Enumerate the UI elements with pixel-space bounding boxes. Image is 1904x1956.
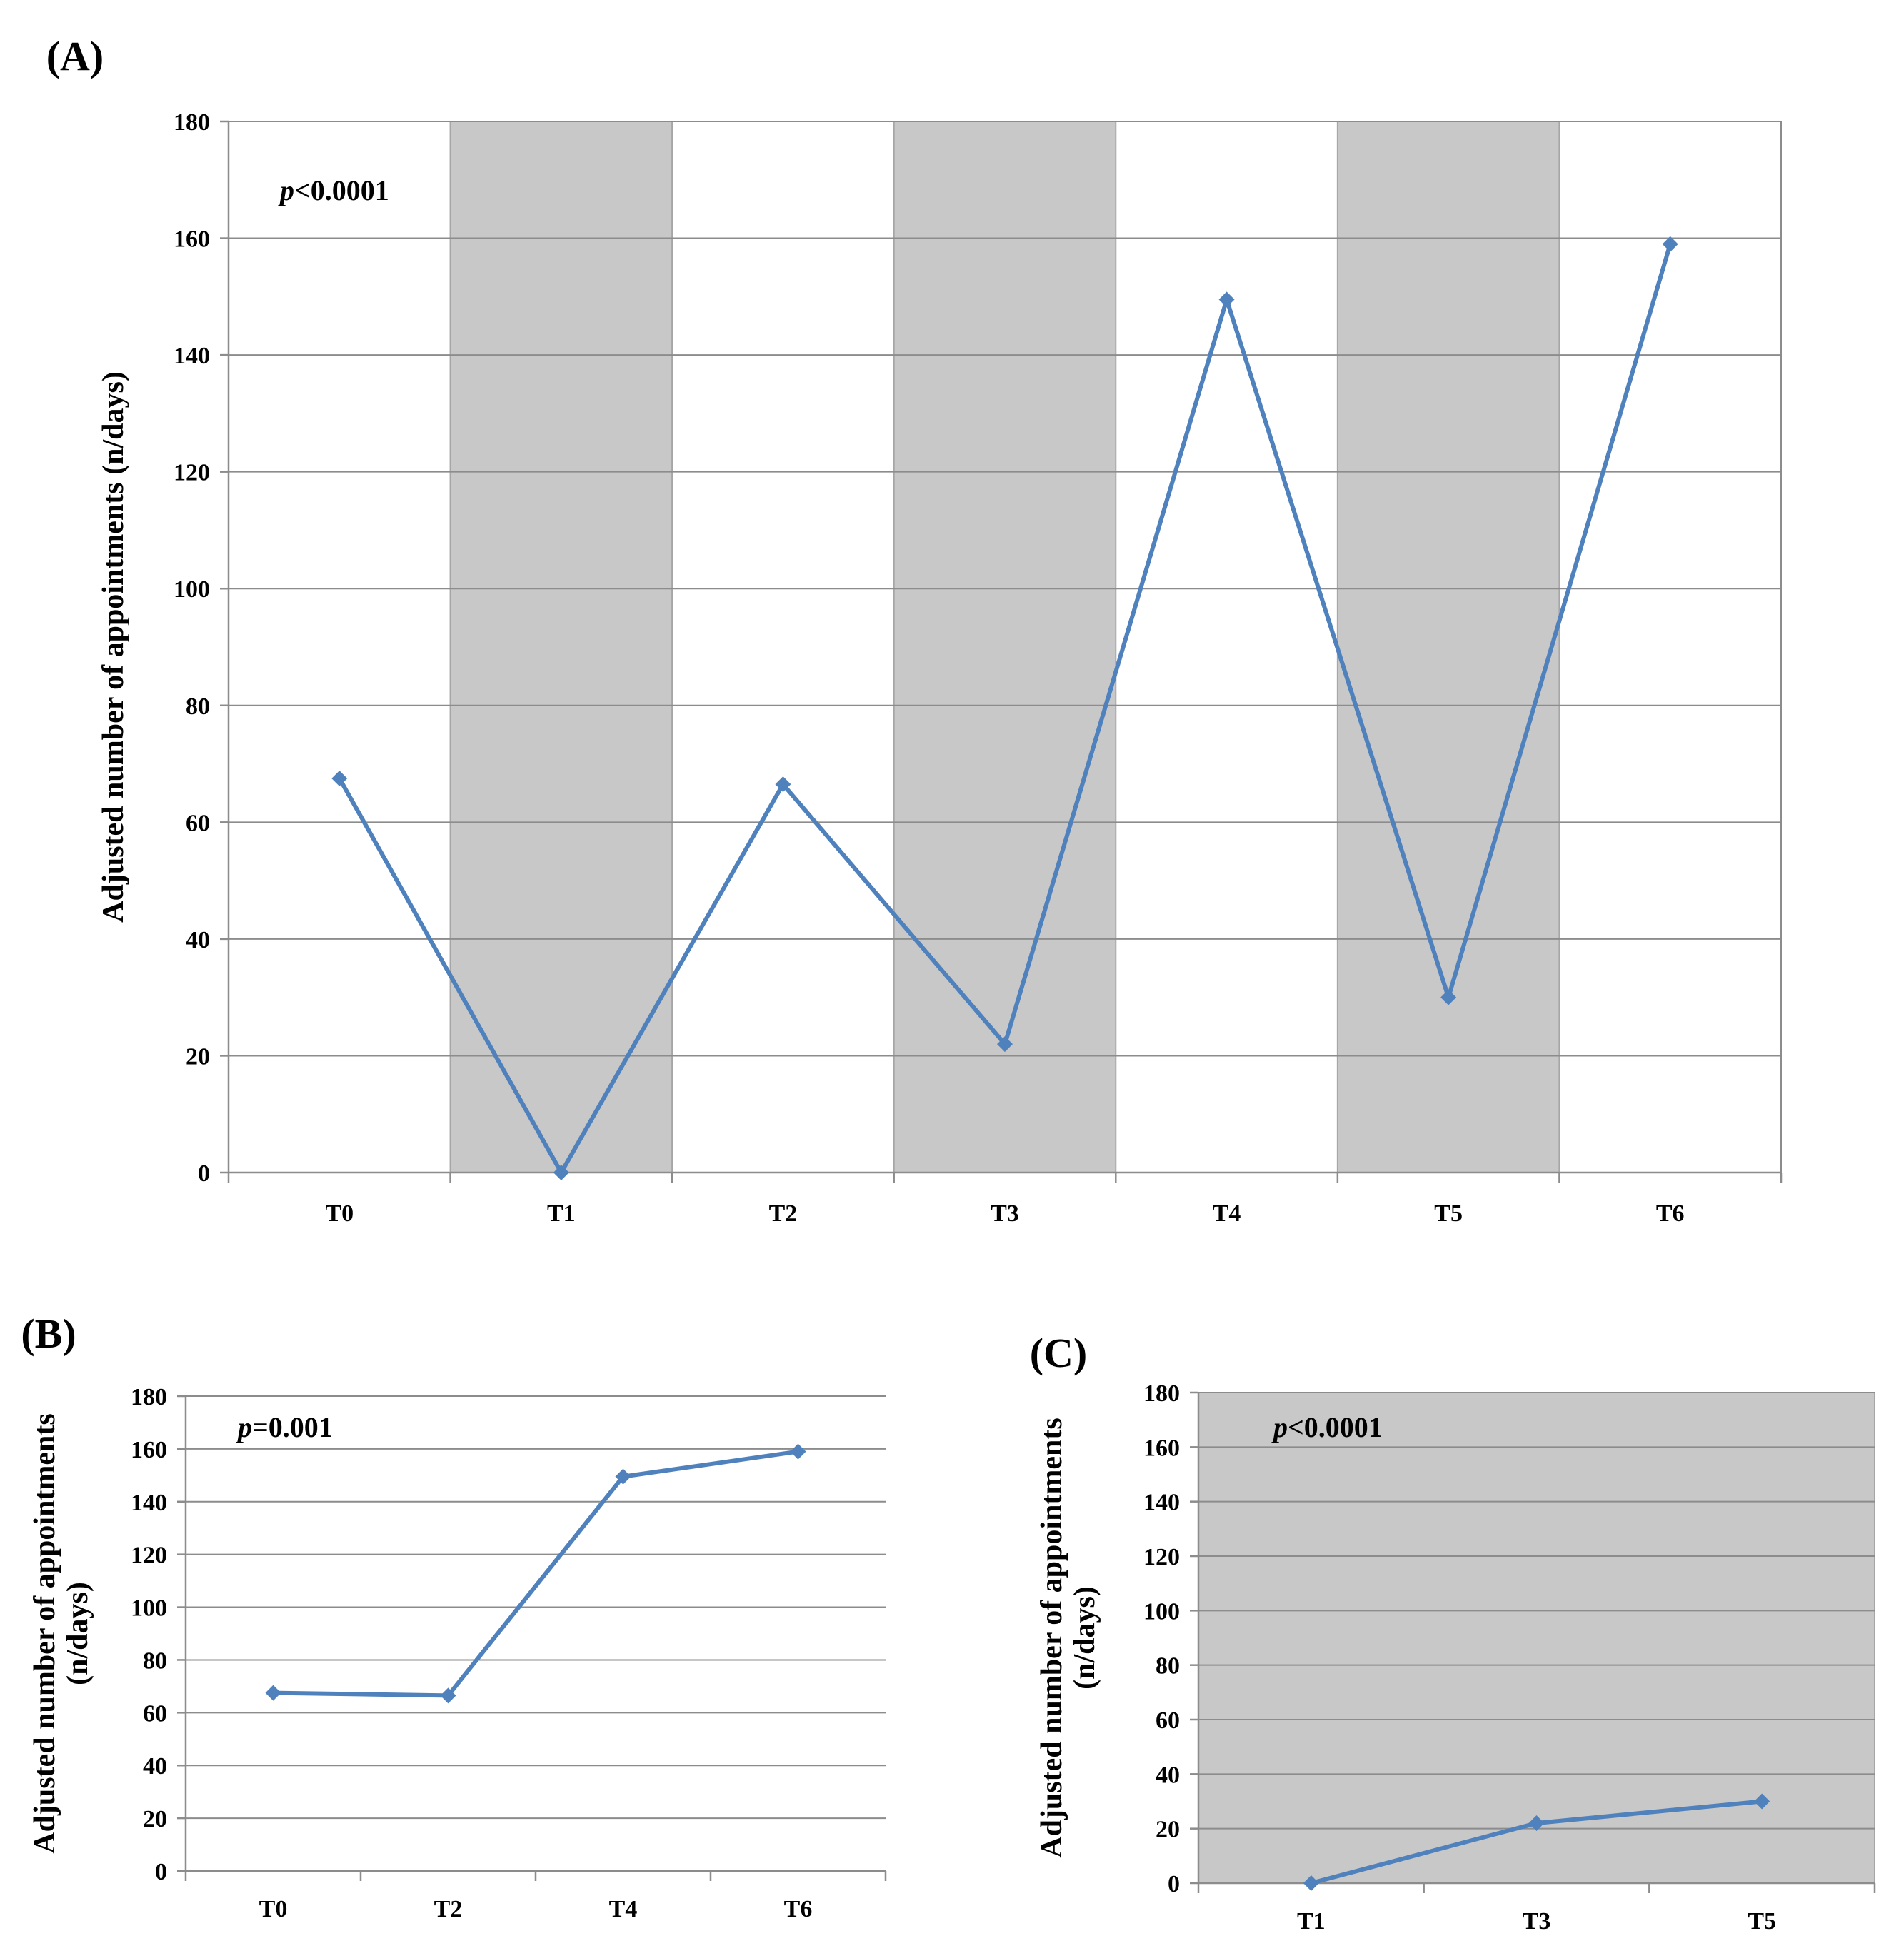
panel-label: (A): [46, 33, 104, 79]
y-tick-label: 40: [1156, 1762, 1180, 1788]
y-tick-label: 20: [143, 1806, 167, 1832]
x-tick-label: T1: [1297, 1908, 1326, 1935]
chart-panel-b: 0 20 40 60 80 100 120 140 160 180 T0 T2 T4 T6 (B) p=0.0…: [21, 1310, 887, 1922]
x-tick-label: T3: [1523, 1908, 1551, 1935]
p-value-annotation: p=0.001: [236, 1411, 333, 1443]
y-tick-label: 140: [131, 1490, 167, 1516]
y-tick-label: 60: [1156, 1707, 1180, 1734]
data-point-t4: [1218, 291, 1235, 308]
panel-label: (C): [1030, 1330, 1088, 1376]
y-tick-label: 120: [1143, 1544, 1180, 1570]
y-axis-title: Adjusted number of appointments (n/days): [97, 371, 130, 923]
y-tick-label: 60: [186, 810, 210, 836]
y-tick-label: 180: [1143, 1380, 1180, 1407]
data-point-t2: [440, 1687, 456, 1704]
x-tick-label: T1: [547, 1200, 576, 1227]
p-value-symbol: p: [278, 174, 294, 206]
data-point-t1: [1303, 1875, 1319, 1891]
p-value-text: =0.001: [252, 1411, 333, 1443]
panel-label: (B): [21, 1310, 76, 1357]
y-tick-label: 20: [186, 1043, 210, 1070]
shaded-band-t1: [449, 121, 673, 1173]
y-tick-label: 100: [1143, 1598, 1180, 1625]
y-tick-label: 40: [186, 927, 210, 953]
y-tick-label: 60: [143, 1700, 167, 1727]
p-value-annotation: p<0.0001: [1271, 1411, 1383, 1443]
data-point-t6: [1662, 236, 1678, 252]
data-point-t0: [265, 1685, 281, 1701]
y-tick-label: 120: [131, 1543, 167, 1569]
data-point-t2: [775, 776, 791, 793]
x-tick-label: T0: [325, 1200, 354, 1227]
series-line: [273, 1449, 798, 1698]
y-tick-label: 20: [1156, 1817, 1180, 1843]
y-tick-label: 160: [1143, 1435, 1180, 1461]
y-tick-label: 140: [174, 343, 210, 369]
x-tick-label: T5: [1748, 1908, 1776, 1935]
y-axis-title-line2: (n/days): [1068, 1586, 1101, 1690]
x-tick-label: T6: [1656, 1200, 1685, 1227]
y-tick-label: 180: [174, 109, 210, 136]
data-point-t0: [331, 771, 348, 786]
p-value-text: <0.0001: [294, 174, 389, 206]
data-point-t6: [790, 1443, 806, 1460]
y-axis-title: Adjusted number of appointments(n/days): [1036, 1418, 1101, 1858]
y-tick-label: 0: [198, 1160, 210, 1187]
y-axis-title-line1: Adjusted number of appointments: [29, 1413, 61, 1854]
p-value-symbol: p: [236, 1411, 252, 1443]
y-tick-label: 80: [1156, 1653, 1180, 1680]
p-value-annotation: p<0.0001: [278, 174, 389, 206]
x-tick-label: T4: [1213, 1200, 1241, 1227]
data-point-t3: [1528, 1815, 1545, 1832]
y-tick-label: 120: [174, 460, 210, 486]
y-tick-label: 100: [174, 576, 210, 603]
data-point-t5: [1754, 1793, 1770, 1810]
p-value-symbol: p: [1271, 1411, 1288, 1443]
plot-background-shade: [1198, 1392, 1875, 1884]
shaded-band-t3: [893, 121, 1117, 1173]
x-tick-label: T2: [434, 1896, 463, 1922]
x-tick-label: T2: [769, 1200, 798, 1227]
y-tick-label: 80: [186, 693, 210, 720]
y-axis-title: Adjusted number of appointments(n/days): [29, 1413, 94, 1854]
x-tick-label: T0: [259, 1896, 288, 1922]
data-point-t4: [615, 1468, 631, 1485]
data-point-t3: [997, 1036, 1013, 1053]
y-tick-label: 0: [1168, 1871, 1180, 1897]
shaded-band-t5: [1336, 121, 1560, 1173]
chart-panel-c: 0 20 40 60 80 100 120 140 160 180 T1 T3 T5 (C) p<0.000…: [1030, 1330, 1876, 1935]
x-tick-label: T3: [991, 1200, 1019, 1227]
y-tick-label: 100: [131, 1595, 167, 1622]
chart-panel-a: 0 20 40 60 80 100 120 140 160 180 T0 T1 T2 T3 T4 T5 T6 (A…: [46, 33, 1783, 1227]
y-tick-label: 40: [143, 1753, 167, 1780]
y-axis-title-line1: Adjusted number of appointments: [1036, 1418, 1068, 1858]
y-tick-label: 180: [131, 1384, 167, 1410]
y-axis-title-line2: (n/days): [61, 1582, 94, 1685]
y-tick-label: 160: [131, 1437, 167, 1463]
y-tick-label: 0: [155, 1859, 167, 1885]
p-value-text: <0.0001: [1288, 1411, 1383, 1443]
data-point-t5: [1440, 989, 1457, 1005]
y-tick-label: 140: [1143, 1490, 1180, 1516]
data-point-t1: [553, 1165, 569, 1180]
y-tick-label: 160: [174, 226, 210, 253]
x-tick-label: T5: [1434, 1200, 1463, 1227]
x-tick-label: T6: [784, 1896, 813, 1922]
y-tick-label: 80: [143, 1647, 167, 1674]
x-tick-label: T4: [609, 1896, 638, 1922]
